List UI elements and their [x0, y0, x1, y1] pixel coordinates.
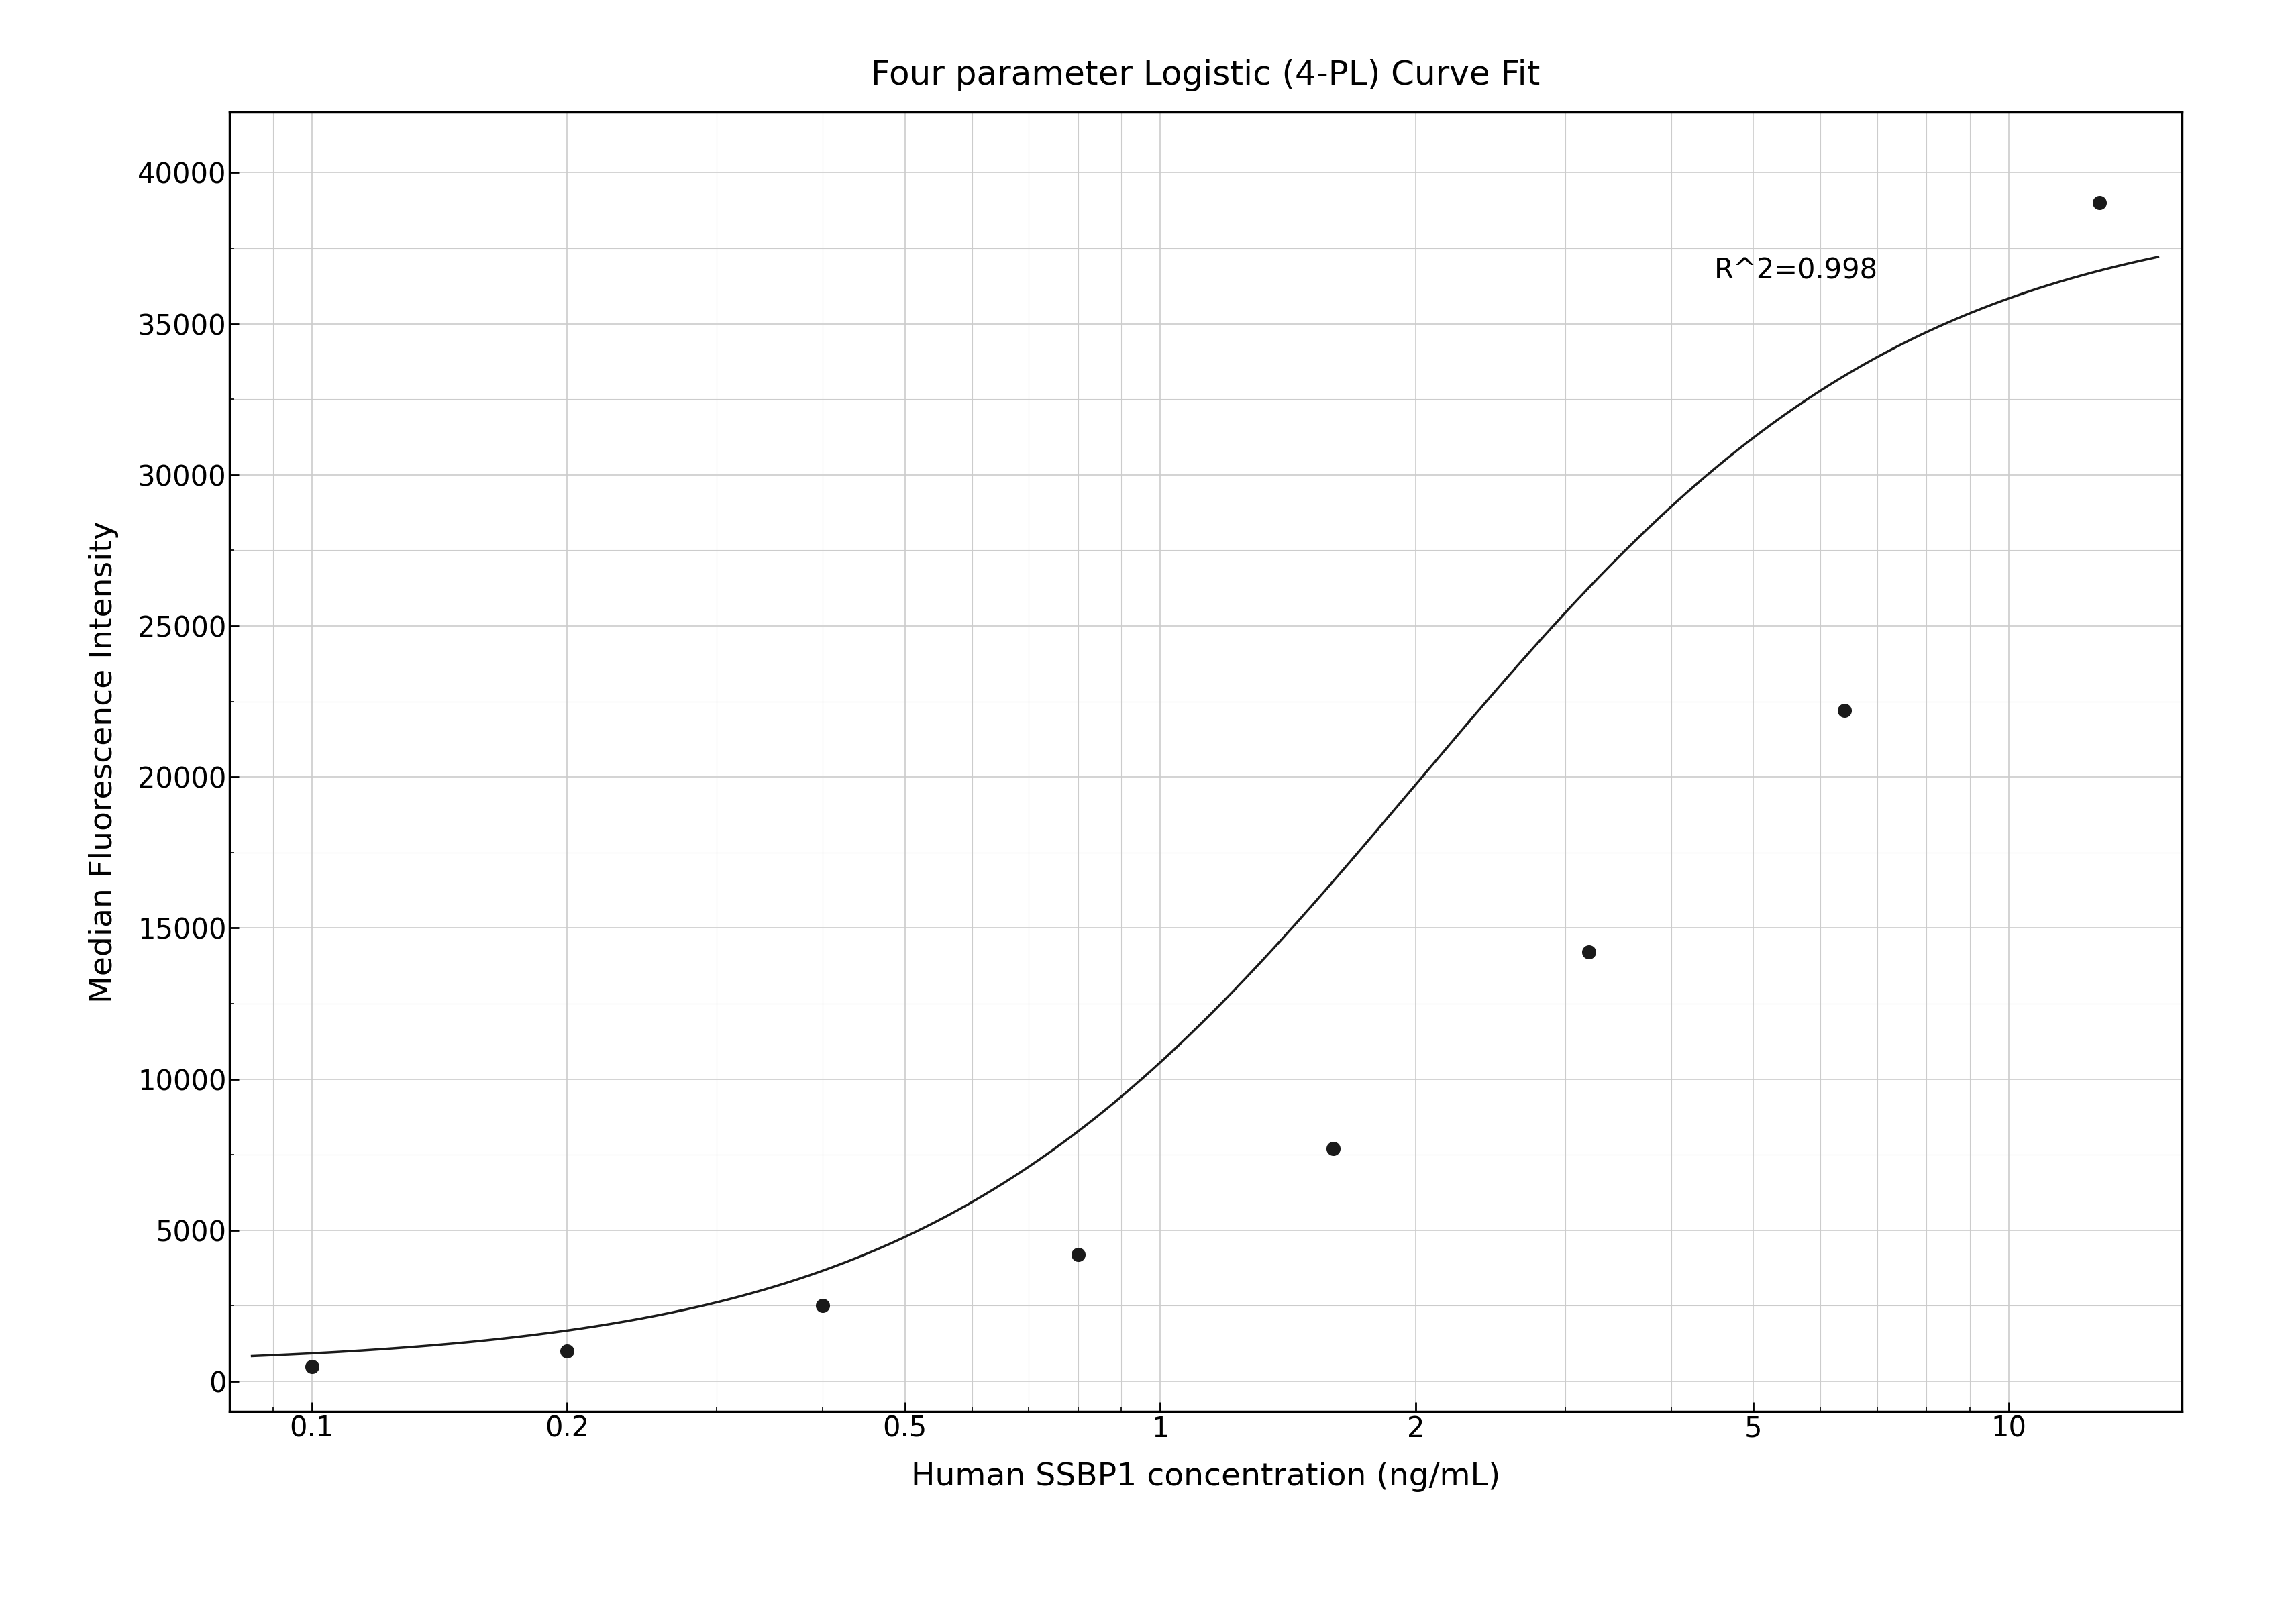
Point [1570, 940, 1607, 966]
Point [1058, 1241, 1095, 1267]
Point [294, 1354, 331, 1379]
Title: Four parameter Logistic (4-PL) Curve Fit: Four parameter Logistic (4-PL) Curve Fit [870, 59, 1541, 91]
Point [1825, 698, 1862, 723]
X-axis label: Human SSBP1 concentration (ng/mL): Human SSBP1 concentration (ng/mL) [912, 1461, 1499, 1492]
Y-axis label: Median Fluorescence Intensity: Median Fluorescence Intensity [90, 521, 119, 1002]
Point [549, 1338, 585, 1363]
Point [1316, 1136, 1352, 1161]
Point [804, 1293, 840, 1318]
Point [2080, 191, 2117, 217]
Text: R^2=0.998: R^2=0.998 [1713, 257, 1878, 284]
